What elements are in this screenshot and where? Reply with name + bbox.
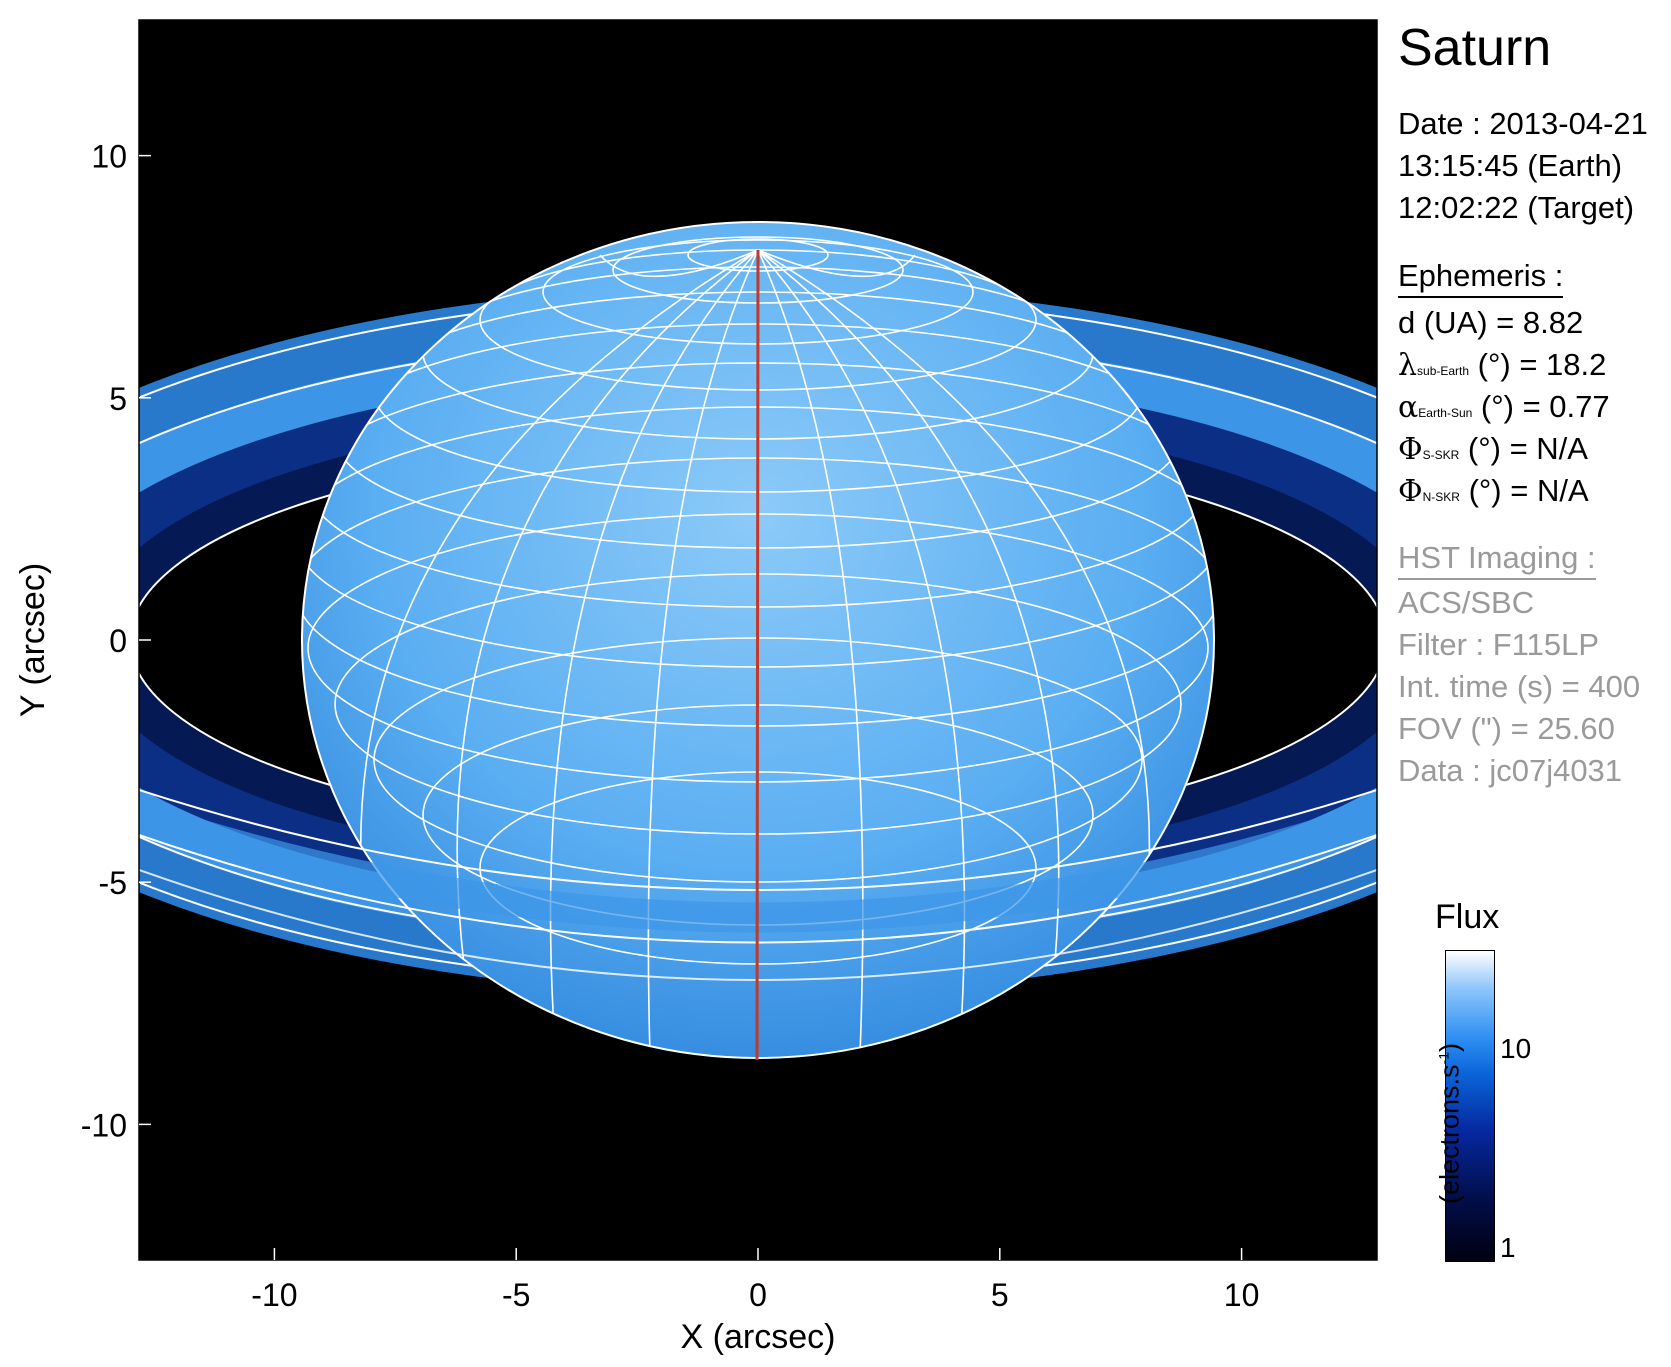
phi-s-value: (°) = N/A xyxy=(1459,431,1588,466)
phi-s-subscript: S-SKR xyxy=(1422,448,1460,462)
y-tick-label: 0 xyxy=(109,623,127,659)
colorbar-tick-10: 10 xyxy=(1500,1033,1532,1064)
central-meridian xyxy=(755,249,760,1061)
date-line: Date : 2013-04-21 xyxy=(1398,106,1648,141)
phi-n-symbol: Φ xyxy=(1398,474,1423,509)
alpha-symbol: α xyxy=(1398,390,1419,425)
x-axis-label: X (arcsec) xyxy=(681,1318,836,1356)
colorbar-tick-1: 1 xyxy=(1500,1232,1516,1263)
y-tick-label: 5 xyxy=(109,381,127,417)
hst-int-time: Int. time (s) = 400 xyxy=(1398,669,1641,704)
ephemeris-phi-s: ΦS-SKR (°) = N/A xyxy=(1398,431,1588,467)
x-axis-ticks: -10 -5 0 5 10 xyxy=(251,1248,1259,1313)
y-axis-label: Y (arcsec) xyxy=(14,563,52,717)
lambda-value: (°) = 18.2 xyxy=(1469,347,1607,382)
lambda-symbol: λ xyxy=(1398,348,1418,383)
x-tick-label: 10 xyxy=(1224,1277,1260,1313)
y-axis-ticks: 10 5 0 -5 -10 xyxy=(81,139,151,1143)
x-tick-label: -5 xyxy=(502,1277,530,1313)
lambda-subscript: sub-Earth xyxy=(1417,364,1470,378)
colorbar-title: Flux xyxy=(1435,898,1500,936)
alpha-subscript: Earth-Sun xyxy=(1418,406,1473,420)
colorbar xyxy=(1445,950,1495,1262)
ephemeris-lambda: λsub-Earth (°) = 18.2 xyxy=(1398,347,1606,383)
ephemeris-header: Ephemeris : xyxy=(1398,258,1564,298)
ephemeris-distance: d (UA) = 8.82 xyxy=(1398,305,1584,340)
y-tick-label: 10 xyxy=(91,139,127,175)
colorbar-unit-label: (electrons.s-1) xyxy=(1434,1043,1465,1205)
saturn-scene xyxy=(139,221,1377,1061)
y-tick-label: -5 xyxy=(99,865,127,901)
hst-fov: FOV (") = 25.60 xyxy=(1398,711,1615,746)
x-tick-label: -10 xyxy=(251,1277,297,1313)
hst-header: HST Imaging : xyxy=(1398,540,1596,580)
hst-instrument: ACS/SBC xyxy=(1398,585,1535,620)
x-tick-label: 0 xyxy=(749,1277,767,1313)
earth-time: 13:15:45 (Earth) xyxy=(1398,148,1623,183)
phi-n-value: (°) = N/A xyxy=(1459,473,1589,508)
phi-s-symbol: Φ xyxy=(1398,432,1423,467)
hst-filter: Filter : F115LP xyxy=(1398,627,1600,662)
y-tick-label: -10 xyxy=(81,1107,127,1143)
target-title: Saturn xyxy=(1398,19,1552,77)
alpha-value: (°) = 0.77 xyxy=(1472,389,1610,424)
phi-n-subscript: N-SKR xyxy=(1422,490,1460,504)
ephemeris-alpha: αEarth-Sun (°) = 0.77 xyxy=(1398,389,1610,425)
x-tick-label: 5 xyxy=(991,1277,1009,1313)
ephemeris-phi-n: ΦN-SKR (°) = N/A xyxy=(1398,473,1589,509)
hst-data: Data : jc07j4031 xyxy=(1398,753,1623,788)
target-time: 12:02:22 (Target) xyxy=(1398,190,1635,225)
